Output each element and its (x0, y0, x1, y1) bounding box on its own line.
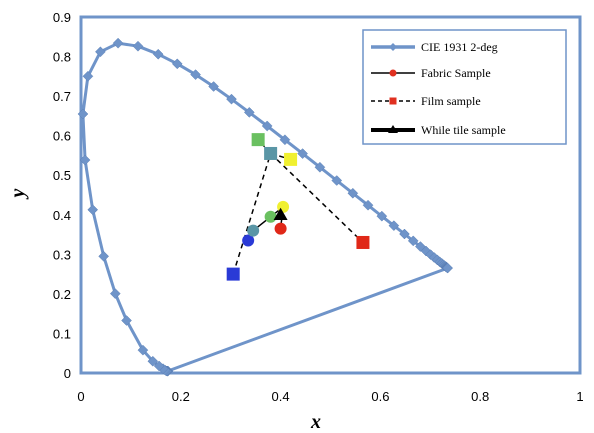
legend-swatch-marker (389, 43, 397, 51)
film-sample-line (270, 152, 364, 244)
locus-point (77, 108, 89, 120)
y-tick-label: 0.4 (53, 208, 71, 223)
locus-point (331, 175, 343, 186)
locus-point (95, 46, 106, 58)
fabric-sample-point (247, 224, 260, 237)
film-sample-point (356, 235, 370, 249)
locus-point (152, 48, 164, 60)
locus-point (347, 187, 359, 199)
locus-point (388, 220, 400, 232)
film-sample-point (251, 133, 265, 147)
locus-point (297, 148, 308, 159)
locus-point (279, 134, 291, 146)
series-layer (77, 37, 453, 377)
x-tick-labels: 0 0.2 0.4 0.6 0.8 1 (77, 389, 583, 404)
x-tick-label: 0.8 (471, 389, 489, 404)
legend-box (362, 29, 567, 145)
spectral-locus-markers (77, 37, 453, 377)
legend: CIE 1931 2-deg Fabric Sample Film sample Wh… (362, 29, 567, 145)
locus-point (226, 93, 237, 105)
legend-swatch-marker (389, 97, 397, 105)
locus-point (243, 107, 255, 118)
y-tick-label: 0.7 (53, 89, 71, 104)
locus-point (261, 120, 273, 132)
locus-point (171, 58, 183, 70)
y-tick-label: 0.1 (53, 326, 71, 341)
locus-point (147, 355, 159, 367)
y-tick-label: 0.2 (53, 287, 71, 302)
legend-entry-label: Fabric Sample (421, 66, 491, 80)
locus-point (153, 360, 165, 372)
locus-point (82, 70, 94, 82)
locus-point (112, 37, 124, 49)
fabric-sample-point (264, 210, 277, 223)
locus-point (137, 344, 149, 356)
y-tick-label: 0.3 (53, 247, 71, 262)
x-tick-label: 0.2 (172, 389, 190, 404)
locus-point (442, 262, 453, 274)
y-tick-labels: 0 0.1 0.2 0.3 0.4 0.5 0.6 0.7 0.8 0.9 (53, 10, 71, 381)
locus-point (314, 161, 326, 173)
locus-point (98, 250, 110, 262)
locus-point (190, 69, 201, 80)
locus-point (121, 315, 132, 326)
locus-point (79, 154, 91, 166)
film-sample-point (284, 152, 298, 166)
x-axis-label: x (310, 411, 321, 433)
white-tile-point (273, 207, 288, 221)
legend-swatch-marker (389, 69, 397, 77)
locus-point (208, 81, 219, 92)
plot-border (79, 15, 582, 375)
x-tick-label: 0 (77, 389, 84, 404)
locus-point (87, 204, 99, 216)
x-tick-label: 0.4 (272, 389, 290, 404)
plot-frame (79, 15, 582, 375)
y-tick-label: 0 (64, 366, 71, 381)
locus-point (362, 199, 374, 211)
legend-entry-label: While tile sample (421, 123, 506, 137)
locus-point (132, 40, 144, 52)
y-tick-label: 0.6 (53, 129, 71, 144)
film-sample-line (232, 153, 272, 275)
locus-point (399, 228, 410, 240)
legend-entry-label: CIE 1931 2-deg (421, 40, 498, 54)
locus-point (420, 245, 432, 257)
locus-point (407, 235, 419, 247)
locus-point (376, 210, 388, 222)
legend-entry-label: Film sample (421, 94, 481, 108)
legend-swatch-marker (388, 125, 398, 133)
x-tick-label: 1 (576, 389, 583, 404)
y-tick-label: 0.8 (53, 50, 71, 65)
y-tick-label: 0.9 (53, 10, 71, 25)
x-tick-label: 0.6 (371, 389, 389, 404)
fabric-sample-point (242, 234, 255, 247)
y-axis-label: y (7, 188, 29, 199)
y-tick-label: 0.5 (53, 168, 71, 183)
film-sample-point (226, 267, 240, 281)
locus-point (109, 288, 121, 299)
fabric-sample-point (274, 222, 287, 235)
film-sample-point (264, 146, 278, 160)
